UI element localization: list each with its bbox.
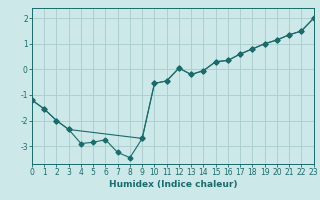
X-axis label: Humidex (Indice chaleur): Humidex (Indice chaleur) [108, 180, 237, 189]
